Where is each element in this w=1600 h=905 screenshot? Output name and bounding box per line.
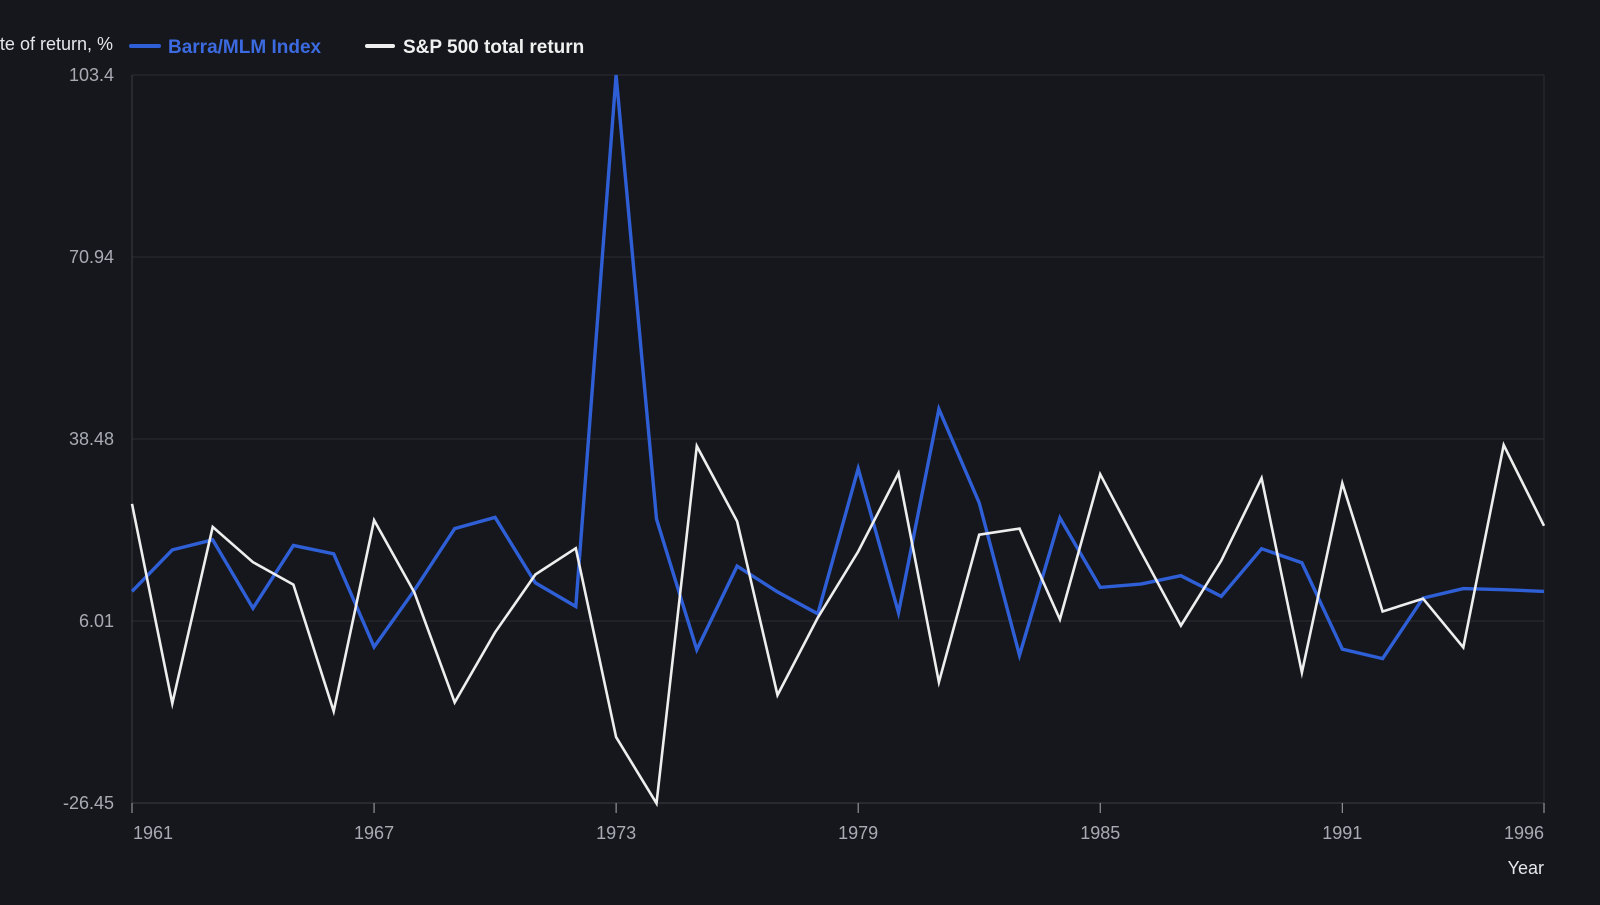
data-point-sp500 bbox=[1057, 616, 1063, 622]
data-point-barra bbox=[452, 526, 458, 532]
x-tick-label: 1991 bbox=[1322, 823, 1362, 843]
data-point-barra bbox=[936, 406, 942, 412]
data-point-sp500 bbox=[1380, 609, 1386, 615]
data-point-barra bbox=[1178, 573, 1184, 579]
data-point-sp500 bbox=[896, 470, 902, 476]
x-tick-label: 1967 bbox=[354, 823, 394, 843]
data-point-sp500 bbox=[976, 532, 982, 538]
data-point-sp500 bbox=[331, 708, 337, 714]
y-tick-label: 38.48 bbox=[69, 429, 114, 449]
data-point-sp500 bbox=[250, 559, 256, 565]
data-point-sp500 bbox=[1017, 526, 1023, 532]
y-tick-label: 70.94 bbox=[69, 247, 114, 267]
data-point-sp500 bbox=[1259, 475, 1265, 481]
data-point-barra bbox=[532, 580, 538, 586]
data-point-sp500 bbox=[290, 582, 296, 588]
y-tick-label: 103.4 bbox=[69, 65, 114, 85]
data-point-barra bbox=[492, 514, 498, 520]
data-point-barra bbox=[290, 542, 296, 548]
data-point-sp500 bbox=[653, 800, 659, 806]
x-tick-label: 1973 bbox=[596, 823, 636, 843]
data-point-barra bbox=[653, 516, 659, 522]
data-point-barra bbox=[1259, 546, 1265, 552]
data-point-sp500 bbox=[452, 699, 458, 705]
x-axis-title: Year bbox=[1508, 858, 1544, 878]
data-point-barra bbox=[613, 72, 619, 78]
data-point-sp500 bbox=[1420, 596, 1426, 602]
data-point-barra bbox=[1501, 587, 1507, 593]
x-tick-label: 1985 bbox=[1080, 823, 1120, 843]
data-point-barra bbox=[1097, 584, 1103, 590]
data-point-barra bbox=[774, 589, 780, 595]
data-point-sp500 bbox=[532, 572, 538, 578]
data-point-sp500 bbox=[815, 615, 821, 621]
data-point-sp500 bbox=[1218, 558, 1224, 564]
data-point-barra bbox=[371, 644, 377, 650]
data-point-barra bbox=[734, 563, 740, 569]
data-point-sp500 bbox=[210, 524, 216, 530]
data-point-barra bbox=[573, 603, 579, 609]
data-point-barra bbox=[1299, 560, 1305, 566]
data-point-sp500 bbox=[492, 629, 498, 635]
data-point-barra bbox=[129, 588, 135, 594]
series-line-sp500 bbox=[130, 441, 1546, 808]
data-point-barra bbox=[331, 551, 337, 557]
y-tick-label: 6.01 bbox=[79, 611, 114, 631]
data-point-barra bbox=[1339, 646, 1345, 652]
x-tick-label: 1979 bbox=[838, 823, 878, 843]
data-point-sp500 bbox=[1339, 480, 1345, 486]
data-point-barra bbox=[1138, 581, 1144, 587]
data-point-sp500 bbox=[1178, 623, 1184, 629]
legend-label-sp500: S&P 500 total return bbox=[403, 37, 584, 58]
data-point-sp500 bbox=[734, 518, 740, 524]
y-axis-title: Rate of return, % bbox=[0, 34, 113, 54]
legend: Barra/MLM Index S&P 500 total return bbox=[129, 37, 584, 58]
data-point-barra bbox=[1460, 586, 1466, 592]
data-point-barra bbox=[1057, 515, 1063, 521]
data-point-sp500 bbox=[573, 545, 579, 551]
data-point-barra bbox=[976, 500, 982, 506]
data-point-sp500 bbox=[129, 501, 135, 507]
data-point-sp500 bbox=[1097, 471, 1103, 477]
data-point-sp500 bbox=[613, 734, 619, 740]
data-point-sp500 bbox=[1501, 442, 1507, 448]
data-point-barra bbox=[250, 605, 256, 611]
data-point-sp500 bbox=[1138, 548, 1144, 554]
y-tick-label: -26.45 bbox=[63, 793, 114, 813]
data-point-sp500 bbox=[1299, 670, 1305, 676]
data-point-sp500 bbox=[936, 679, 942, 685]
data-point-sp500 bbox=[694, 443, 700, 449]
x-tick-label: 1996 bbox=[1504, 823, 1544, 843]
data-point-sp500 bbox=[855, 549, 861, 555]
data-point-barra bbox=[1541, 588, 1547, 594]
axes: -26.45 6.01 38.48 70.94 103.4 1961 1967 1973 197… bbox=[63, 65, 1545, 843]
legend-item-sp500[interactable]: S&P 500 total return bbox=[365, 37, 584, 58]
data-point-barra bbox=[855, 466, 861, 472]
data-point-barra bbox=[1380, 656, 1386, 662]
data-point-sp500 bbox=[774, 692, 780, 698]
data-point-sp500 bbox=[411, 589, 417, 595]
data-point-sp500 bbox=[1541, 523, 1547, 529]
data-point-barra bbox=[169, 547, 175, 553]
x-tick-label: 1961 bbox=[133, 823, 173, 843]
data-point-sp500 bbox=[371, 517, 377, 523]
series bbox=[129, 72, 1547, 808]
data-point-sp500 bbox=[1460, 644, 1466, 650]
series-line-barra bbox=[130, 74, 1545, 662]
data-point-barra bbox=[694, 647, 700, 653]
data-point-barra bbox=[1017, 652, 1023, 658]
grid bbox=[132, 74, 1545, 804]
data-point-barra bbox=[896, 610, 902, 616]
legend-label-barra: Barra/MLM Index bbox=[168, 37, 322, 58]
data-point-barra bbox=[1218, 593, 1224, 599]
data-point-sp500 bbox=[169, 700, 175, 706]
legend-item-barra[interactable]: Barra/MLM Index bbox=[129, 37, 322, 58]
